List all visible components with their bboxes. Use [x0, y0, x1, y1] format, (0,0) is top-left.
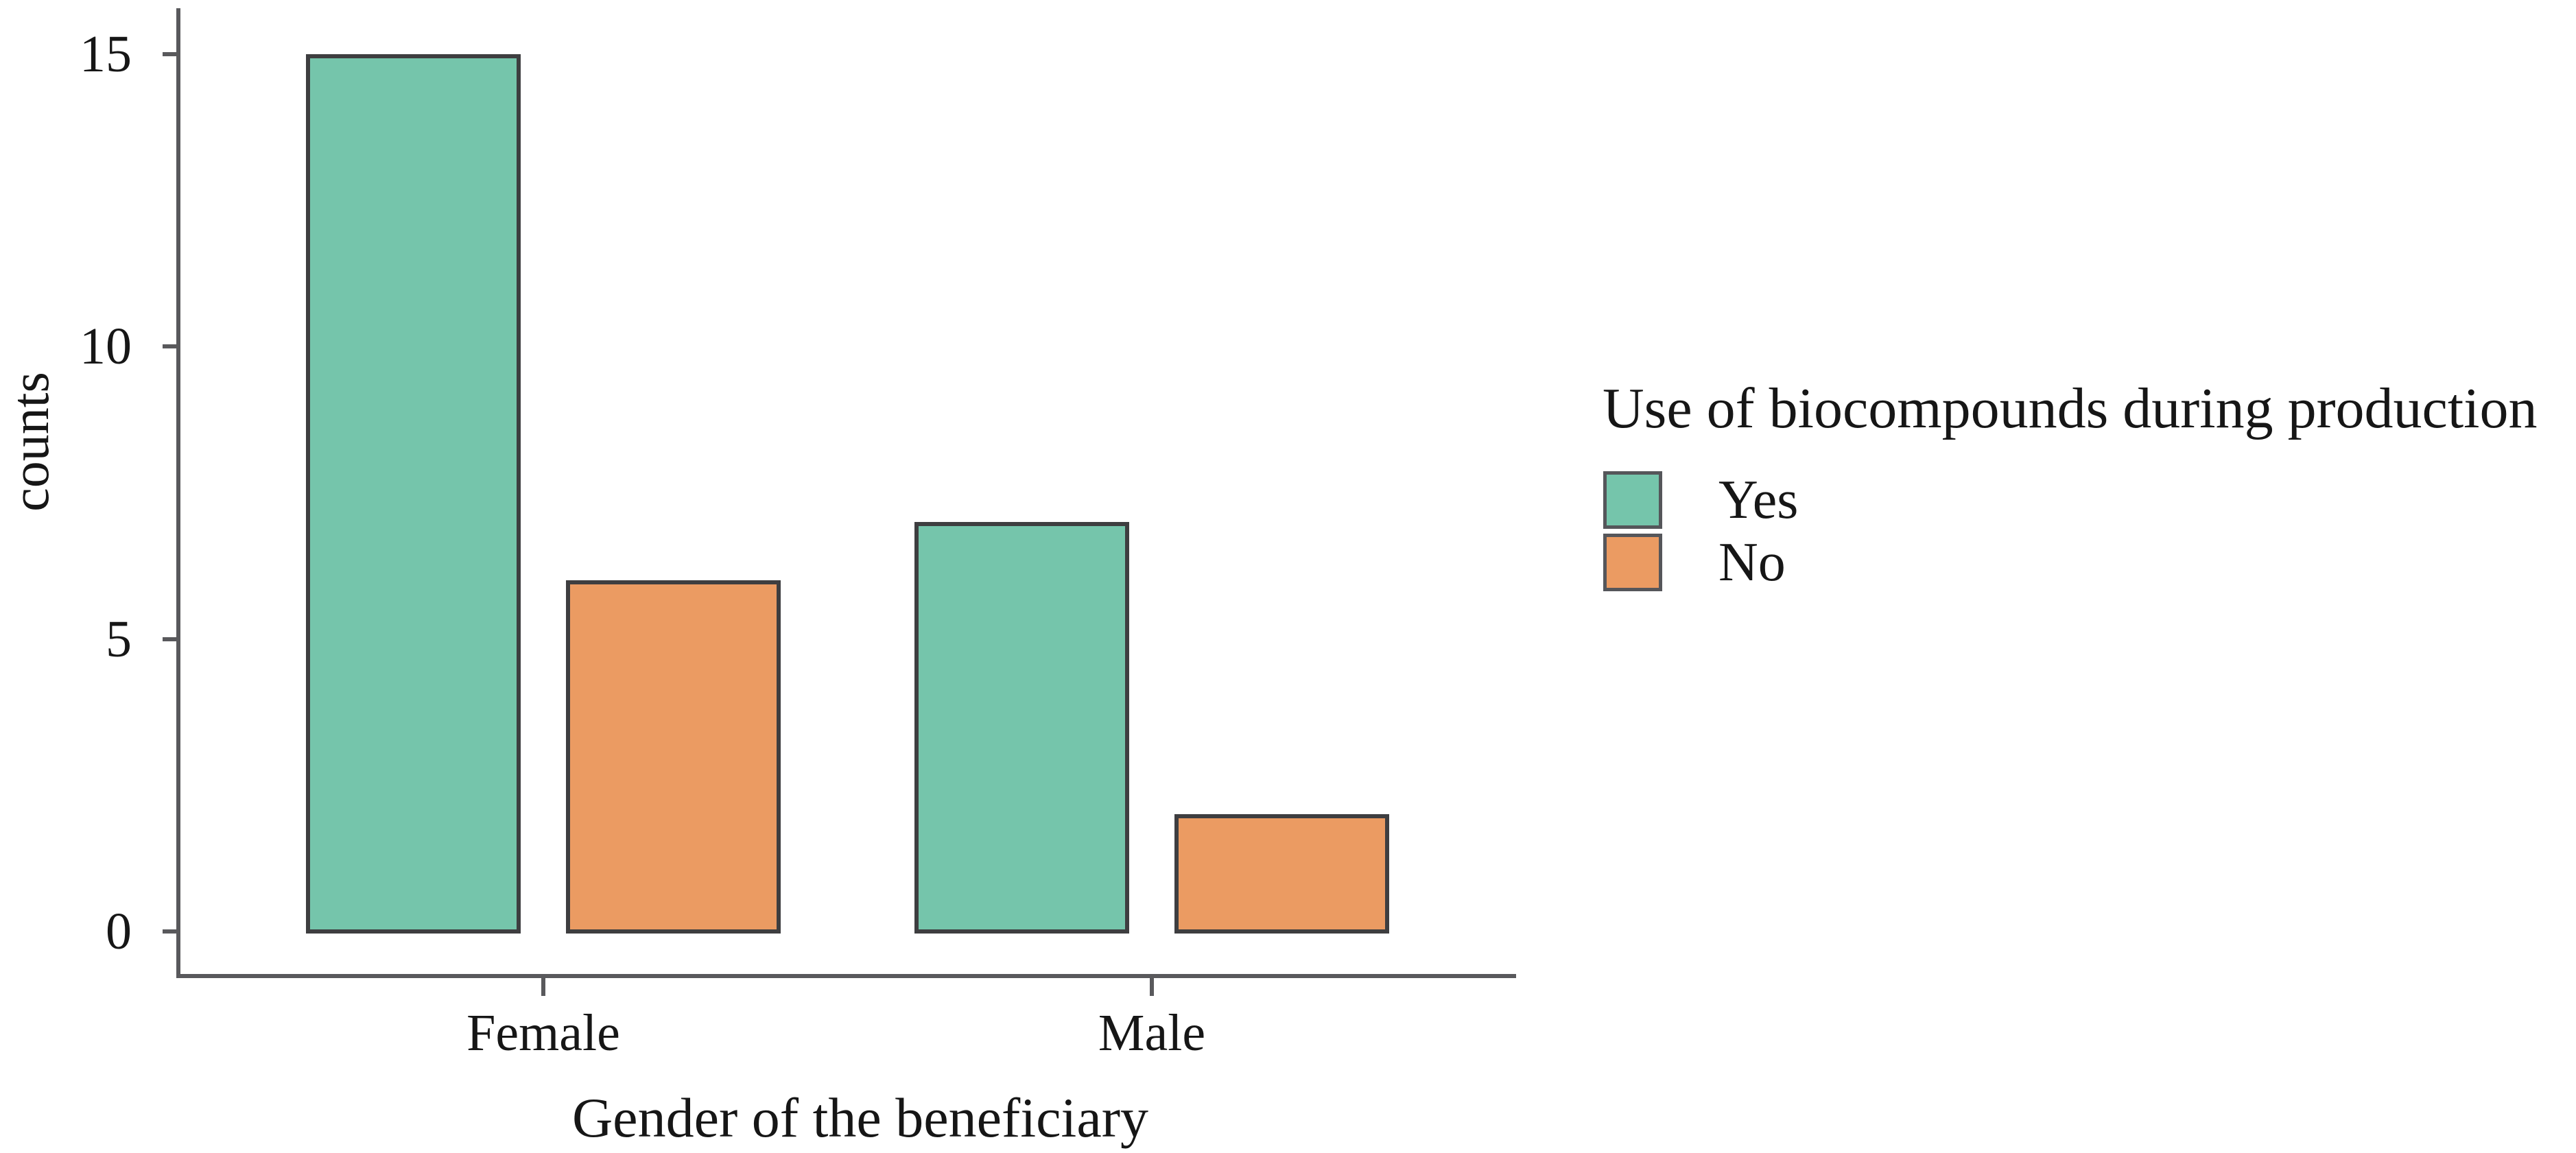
x-axis-tick: [541, 978, 545, 996]
y-axis-tick: [163, 344, 176, 349]
bar-male-yes: [914, 522, 1129, 934]
legend: Use of biocompounds during production Ye…: [1603, 376, 2576, 591]
legend-swatch-yes: [1603, 471, 1662, 529]
y-axis-tick: [163, 929, 176, 934]
x-axis-category-label: Male: [1098, 1004, 1206, 1062]
y-axis-tick-label: 0: [106, 903, 132, 960]
y-axis-line: [176, 8, 180, 978]
legend-swatch-no: [1603, 534, 1662, 591]
legend-row: Yes: [1603, 471, 1798, 529]
bar-female-yes: [306, 54, 521, 934]
x-axis-category-label: Female: [466, 1004, 620, 1062]
legend-label: Yes: [1718, 470, 1799, 530]
legend-label: No: [1718, 532, 1786, 593]
x-axis-line: [176, 974, 1516, 978]
y-axis-tick-label: 10: [80, 318, 132, 376]
legend-entries: Yes No: [1603, 471, 1798, 596]
y-axis-tick-label: 15: [80, 25, 132, 83]
bar-female-no: [566, 580, 781, 934]
legend-title: Use of biocompounds during production: [1603, 377, 2538, 440]
bar-male-no: [1174, 814, 1389, 934]
y-axis-title: counts: [0, 372, 60, 512]
x-axis-title: Gender of the beneficiary: [571, 1086, 1149, 1149]
y-axis-tick-label: 5: [106, 610, 132, 668]
legend-row: No: [1603, 534, 1798, 591]
y-axis-tick: [163, 51, 176, 56]
y-axis-tick: [163, 637, 176, 641]
x-axis-tick: [1150, 978, 1154, 996]
